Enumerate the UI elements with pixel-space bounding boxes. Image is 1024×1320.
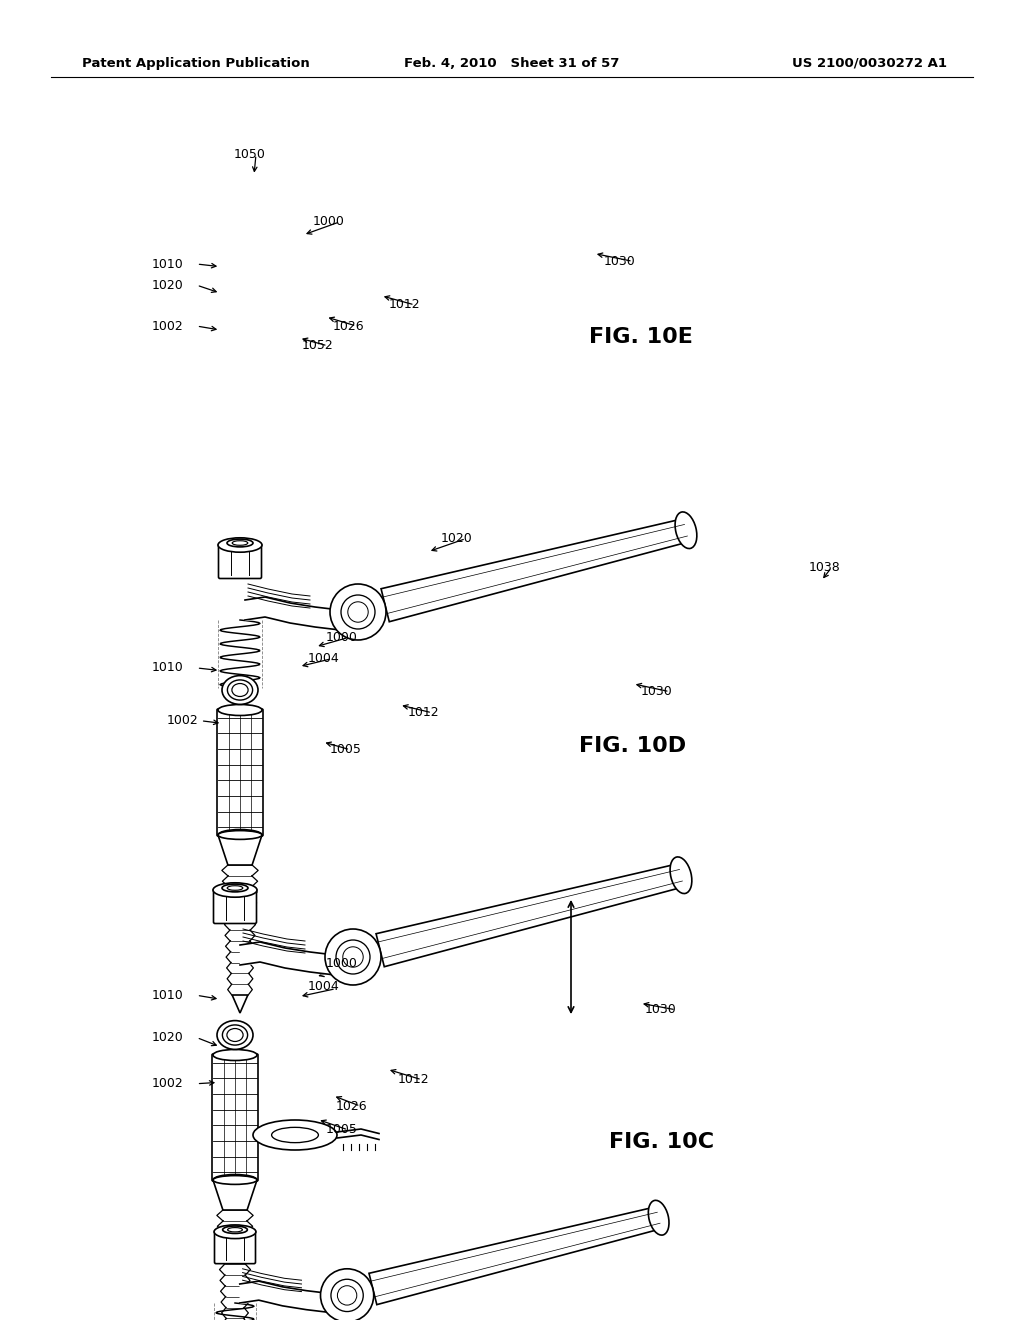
Text: 1002: 1002 (167, 714, 199, 727)
Ellipse shape (213, 1176, 257, 1184)
Ellipse shape (218, 830, 262, 840)
FancyBboxPatch shape (213, 888, 256, 924)
Text: 1012: 1012 (408, 706, 439, 719)
Ellipse shape (271, 1127, 318, 1143)
FancyBboxPatch shape (214, 1230, 256, 1263)
Ellipse shape (213, 1049, 257, 1060)
Text: US 2100/0030272 A1: US 2100/0030272 A1 (793, 57, 947, 70)
Text: FIG. 10D: FIG. 10D (579, 735, 686, 756)
Text: 1030: 1030 (645, 1003, 677, 1016)
Text: 1012: 1012 (389, 298, 421, 312)
FancyBboxPatch shape (212, 1053, 258, 1181)
Text: 1002: 1002 (152, 319, 183, 333)
Text: 1012: 1012 (397, 1073, 429, 1086)
Ellipse shape (648, 1200, 669, 1236)
Polygon shape (381, 519, 689, 622)
Circle shape (341, 595, 375, 630)
Polygon shape (369, 1206, 662, 1304)
Text: 1004: 1004 (307, 652, 339, 665)
Text: 1000: 1000 (326, 631, 357, 644)
Text: 1010: 1010 (152, 257, 183, 271)
Circle shape (336, 940, 370, 974)
Text: 1010: 1010 (152, 989, 183, 1002)
Ellipse shape (213, 1175, 257, 1185)
FancyBboxPatch shape (217, 709, 263, 836)
Text: 1000: 1000 (312, 215, 344, 228)
Text: 1026: 1026 (336, 1100, 368, 1113)
Text: 1020: 1020 (152, 1031, 183, 1044)
Ellipse shape (218, 705, 262, 715)
Ellipse shape (227, 539, 253, 546)
Text: Feb. 4, 2010   Sheet 31 of 57: Feb. 4, 2010 Sheet 31 of 57 (404, 57, 620, 70)
Ellipse shape (675, 512, 697, 549)
Ellipse shape (222, 676, 258, 705)
Circle shape (325, 929, 381, 985)
Ellipse shape (214, 1225, 256, 1238)
Polygon shape (376, 863, 684, 966)
Polygon shape (218, 836, 262, 865)
Text: 1004: 1004 (307, 979, 339, 993)
Text: 1002: 1002 (152, 1077, 183, 1090)
Polygon shape (213, 1180, 257, 1210)
Text: 1038: 1038 (809, 561, 841, 574)
Ellipse shape (218, 829, 262, 841)
Text: FIG. 10E: FIG. 10E (589, 326, 692, 347)
Text: 1030: 1030 (641, 685, 673, 698)
Ellipse shape (213, 883, 257, 898)
Text: 1030: 1030 (604, 255, 636, 268)
Ellipse shape (217, 1020, 253, 1049)
Text: 1005: 1005 (326, 1123, 357, 1137)
Text: 1052: 1052 (302, 339, 334, 352)
Ellipse shape (253, 1119, 337, 1150)
Circle shape (331, 1279, 364, 1312)
Ellipse shape (222, 884, 248, 892)
FancyBboxPatch shape (218, 544, 261, 578)
Text: 1010: 1010 (152, 661, 183, 675)
Text: Patent Application Publication: Patent Application Publication (82, 57, 309, 70)
Text: 1026: 1026 (333, 319, 365, 333)
Text: FIG. 10C: FIG. 10C (609, 1131, 715, 1152)
Circle shape (330, 583, 386, 640)
Text: 1020: 1020 (440, 532, 472, 545)
Text: 1005: 1005 (330, 743, 361, 756)
Ellipse shape (218, 537, 262, 552)
Ellipse shape (670, 857, 692, 894)
Text: 1000: 1000 (326, 957, 357, 970)
Text: 1020: 1020 (152, 279, 183, 292)
Polygon shape (232, 995, 248, 1012)
Text: 1050: 1050 (233, 148, 265, 161)
Circle shape (321, 1269, 374, 1320)
Ellipse shape (222, 1226, 248, 1233)
